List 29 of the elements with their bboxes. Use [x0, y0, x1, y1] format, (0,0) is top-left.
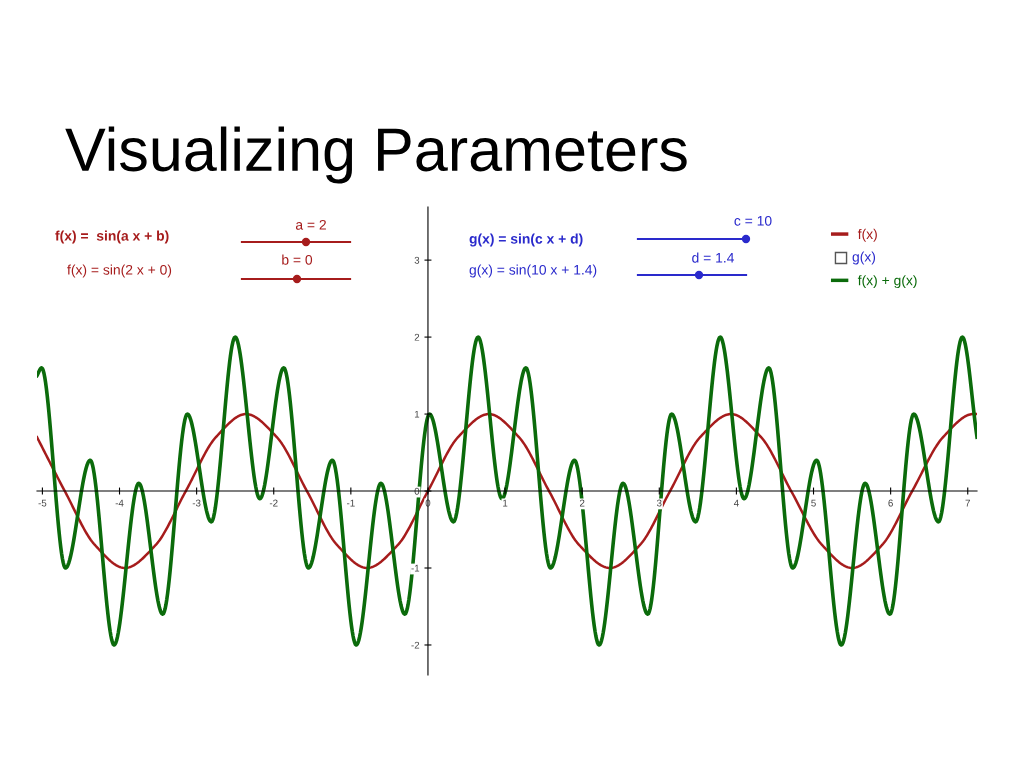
x-tick-label: -1 — [346, 499, 355, 507]
x-tick-label: -4 — [115, 499, 124, 507]
x-tick-label: -3 — [192, 499, 201, 507]
annotation: f(x) = sin(a x + b) — [55, 230, 169, 244]
legend-label: f(x) — [857, 228, 877, 242]
annotation: d = 1.4 — [692, 252, 735, 263]
legend-label: f(x) + g(x) — [857, 275, 917, 289]
annotation: g(x) — [852, 251, 876, 265]
x-tick-label: 2 — [579, 499, 585, 507]
y-tick-label: 2 — [414, 333, 420, 341]
y-tick-label: -1 — [411, 564, 420, 572]
x-tick-label: -2 — [269, 499, 278, 507]
x-tick-label: 6 — [888, 499, 893, 507]
x-tick-label: 5 — [811, 499, 816, 507]
y-tick-label: 1 — [414, 410, 420, 418]
annotation: g(x) = sin(c x + d) — [469, 233, 583, 247]
annotation: a = 2 — [295, 219, 326, 230]
chart-title: Visualizing Parameters — [65, 126, 687, 184]
x-tick-label: -5 — [38, 499, 47, 507]
x-tick-label: 1 — [503, 499, 508, 507]
annotation: f(x) = sin(2 x + 0) — [67, 264, 172, 278]
x-tick-label: 7 — [965, 499, 970, 507]
y-tick-label: 3 — [414, 256, 420, 264]
x-tick-label: 3 — [656, 499, 662, 507]
annotation: c = 10 — [734, 215, 772, 226]
annotation: g(x) = sin(10 x + 1.4) — [469, 264, 597, 278]
y-tick-label: -2 — [411, 641, 420, 649]
x-tick-label: 4 — [733, 499, 739, 507]
annotation: b = 0 — [282, 254, 313, 265]
